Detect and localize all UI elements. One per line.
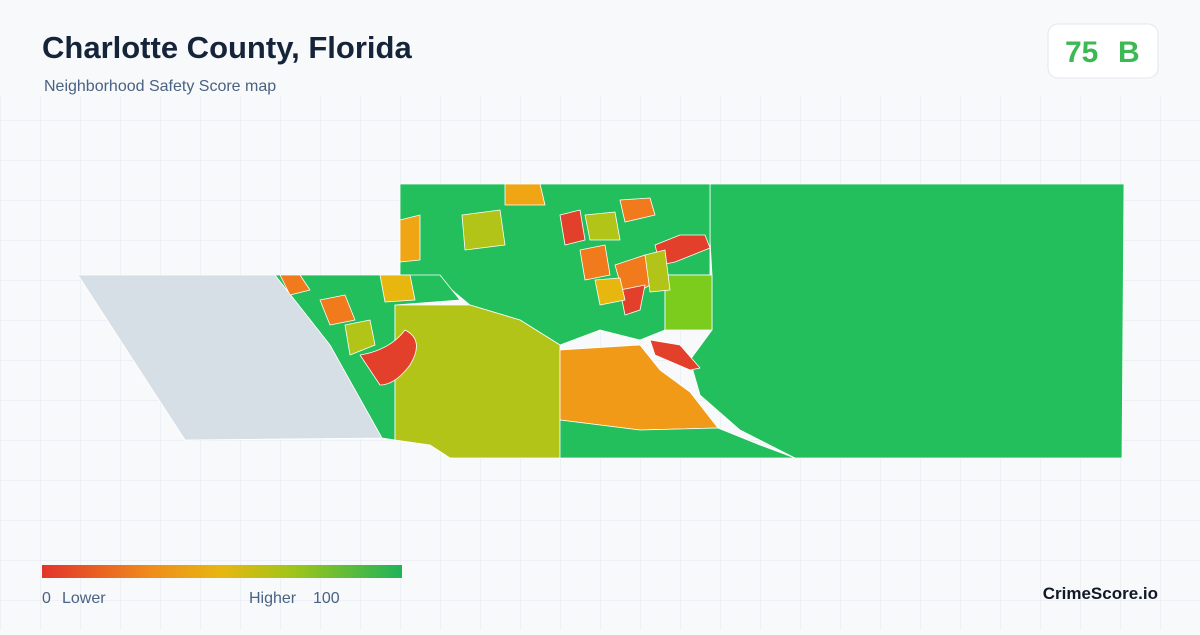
region xyxy=(461,209,506,251)
region xyxy=(689,183,1125,459)
score-badge xyxy=(1047,23,1159,79)
score-value: 75 xyxy=(1065,36,1098,69)
region xyxy=(649,339,701,371)
region xyxy=(279,274,311,296)
region xyxy=(664,274,713,331)
region xyxy=(559,419,796,459)
region xyxy=(399,214,421,263)
region xyxy=(584,211,621,241)
region xyxy=(559,209,586,246)
legend-max: 100 xyxy=(313,590,340,607)
legend-min-label: Lower xyxy=(62,590,106,607)
region xyxy=(644,249,671,293)
region xyxy=(619,197,656,223)
legend-bar xyxy=(42,565,402,578)
region xyxy=(319,294,356,326)
region xyxy=(379,274,416,303)
brand: CrimeScore.io xyxy=(1043,584,1158,603)
region xyxy=(344,319,376,356)
map xyxy=(77,183,1125,459)
region xyxy=(359,329,417,386)
region xyxy=(579,244,611,281)
title: Charlotte County, Florida xyxy=(42,30,412,65)
legend-max-label: Higher xyxy=(249,590,297,607)
region xyxy=(619,284,646,316)
subtitle: Neighborhood Safety Score map xyxy=(44,78,276,95)
legend-min: 0 xyxy=(42,590,51,607)
score-grade: B xyxy=(1118,36,1140,69)
region xyxy=(594,277,626,306)
region xyxy=(504,183,546,206)
